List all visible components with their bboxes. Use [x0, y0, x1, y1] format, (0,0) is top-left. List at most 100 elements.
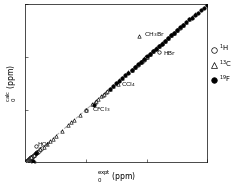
Point — [84, 108, 88, 111]
Point — [33, 153, 37, 156]
Point — [54, 135, 58, 138]
Point — [114, 82, 118, 85]
Point — [31, 155, 34, 158]
Point — [35, 151, 39, 154]
Point — [78, 113, 82, 116]
Y-axis label: $\mathregular{^{calc}_{0}}$ (ppm): $\mathregular{^{calc}_{0}}$ (ppm) — [4, 64, 19, 102]
Text: CCl$_4$: CCl$_4$ — [121, 81, 136, 89]
Point — [202, 6, 206, 9]
Point — [30, 156, 33, 159]
Point — [72, 119, 76, 122]
Point — [36, 150, 39, 153]
Point — [25, 159, 29, 162]
Point — [28, 157, 31, 160]
Point — [187, 18, 191, 21]
Point — [39, 148, 42, 151]
Point — [143, 56, 147, 59]
Point — [29, 156, 33, 159]
Point — [93, 100, 97, 103]
Point — [136, 63, 139, 66]
Point — [172, 31, 176, 34]
Point — [160, 42, 164, 45]
Point — [140, 59, 144, 62]
Point — [148, 52, 152, 55]
Point — [34, 151, 38, 154]
Point — [34, 151, 38, 154]
Point — [118, 79, 121, 82]
Point — [130, 69, 133, 72]
Point — [104, 91, 108, 94]
Point — [23, 161, 27, 164]
Point — [157, 44, 161, 47]
Point — [175, 29, 179, 32]
Point — [169, 34, 173, 37]
Text: HBr: HBr — [164, 51, 175, 56]
Point — [157, 44, 161, 47]
Point — [206, 4, 209, 7]
Point — [108, 87, 112, 90]
Point — [193, 14, 197, 17]
Point — [36, 150, 39, 153]
Point — [151, 50, 155, 53]
Point — [108, 87, 112, 90]
Point — [118, 79, 121, 82]
Text: CFCl$_3$: CFCl$_3$ — [92, 105, 110, 114]
Point — [29, 156, 33, 159]
Point — [90, 103, 94, 106]
Point — [29, 156, 32, 160]
Point — [45, 143, 48, 146]
Point — [139, 60, 143, 63]
Point — [92, 104, 96, 107]
Point — [139, 61, 143, 64]
Point — [25, 160, 29, 163]
Point — [148, 52, 152, 55]
Point — [34, 144, 38, 147]
Point — [34, 152, 38, 155]
Point — [166, 36, 170, 40]
Point — [42, 145, 45, 148]
Point — [154, 47, 158, 50]
Point — [196, 12, 200, 15]
Point — [166, 36, 170, 40]
Point — [138, 35, 141, 38]
Point — [94, 99, 98, 102]
Point — [30, 156, 33, 159]
Text: F$_2$: F$_2$ — [30, 158, 38, 167]
Point — [151, 50, 155, 53]
Point — [181, 23, 185, 26]
Point — [160, 42, 164, 45]
Point — [99, 95, 103, 98]
Point — [33, 153, 36, 156]
Point — [126, 71, 130, 74]
Point — [27, 158, 31, 161]
Point — [60, 129, 64, 132]
X-axis label: $\mathregular{^{expt}_{0}}$ (ppm): $\mathregular{^{expt}_{0}}$ (ppm) — [97, 169, 136, 185]
Point — [130, 69, 133, 72]
Point — [23, 161, 27, 164]
Point — [169, 34, 173, 37]
Point — [111, 84, 115, 88]
Point — [172, 31, 176, 34]
Point — [136, 63, 139, 66]
Point — [157, 51, 161, 54]
Point — [166, 36, 170, 40]
Point — [26, 159, 30, 162]
Point — [190, 15, 194, 18]
Point — [28, 157, 32, 160]
Point — [142, 58, 146, 61]
Point — [96, 98, 100, 101]
Point — [25, 159, 29, 162]
Point — [24, 160, 28, 163]
Point — [27, 158, 30, 161]
Point — [181, 23, 185, 26]
Point — [101, 93, 105, 96]
Point — [124, 74, 127, 77]
Point — [84, 108, 88, 111]
Point — [172, 31, 176, 34]
Point — [199, 9, 203, 12]
Legend: $^{1}$H, $^{13}$C, $^{19}$F: $^{1}$H, $^{13}$C, $^{19}$F — [213, 43, 232, 85]
Point — [121, 77, 124, 80]
Point — [175, 29, 179, 32]
Point — [114, 82, 118, 85]
Point — [145, 55, 149, 58]
